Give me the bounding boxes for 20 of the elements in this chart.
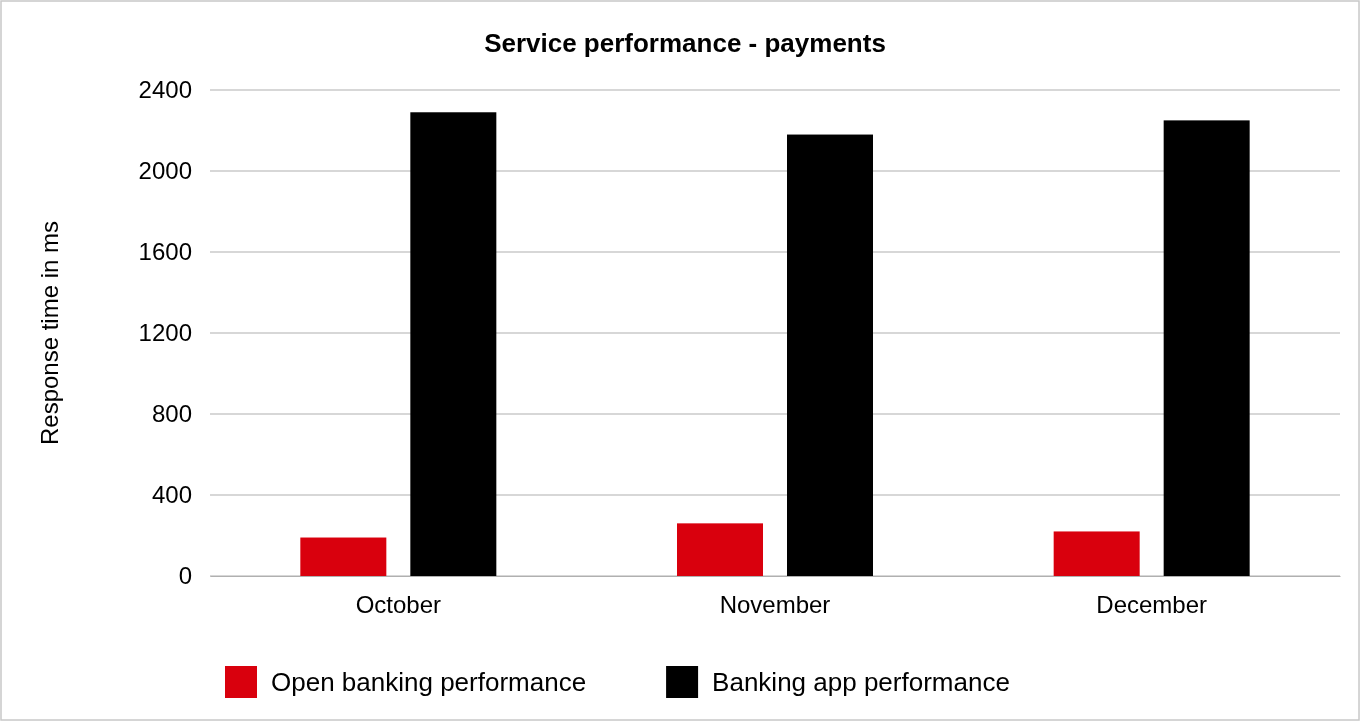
y-tick-label: 400 <box>151 481 192 509</box>
bar <box>300 537 387 576</box>
bar <box>787 134 873 576</box>
y-tick-label: 1200 <box>138 319 192 347</box>
x-tick-label: December <box>1096 591 1208 619</box>
y-tick-label: 800 <box>151 400 192 428</box>
legend-label: Banking app performance <box>712 667 1010 697</box>
x-tick-label: October <box>355 591 442 619</box>
y-tick-label: 2400 <box>138 76 192 104</box>
x-tick-label: November <box>719 591 831 619</box>
y-tick-label: 1600 <box>138 238 192 266</box>
bar <box>1163 120 1250 576</box>
legend-label: Open banking performance <box>271 667 587 697</box>
bar <box>677 523 763 576</box>
y-tick-label: 0 <box>178 562 192 590</box>
bar <box>410 112 497 576</box>
y-tick-label: 2000 <box>138 157 192 185</box>
bar <box>1053 531 1140 576</box>
y-axis-title: Response time in ms <box>36 220 63 446</box>
chart-title: Service performance - payments <box>484 28 886 58</box>
